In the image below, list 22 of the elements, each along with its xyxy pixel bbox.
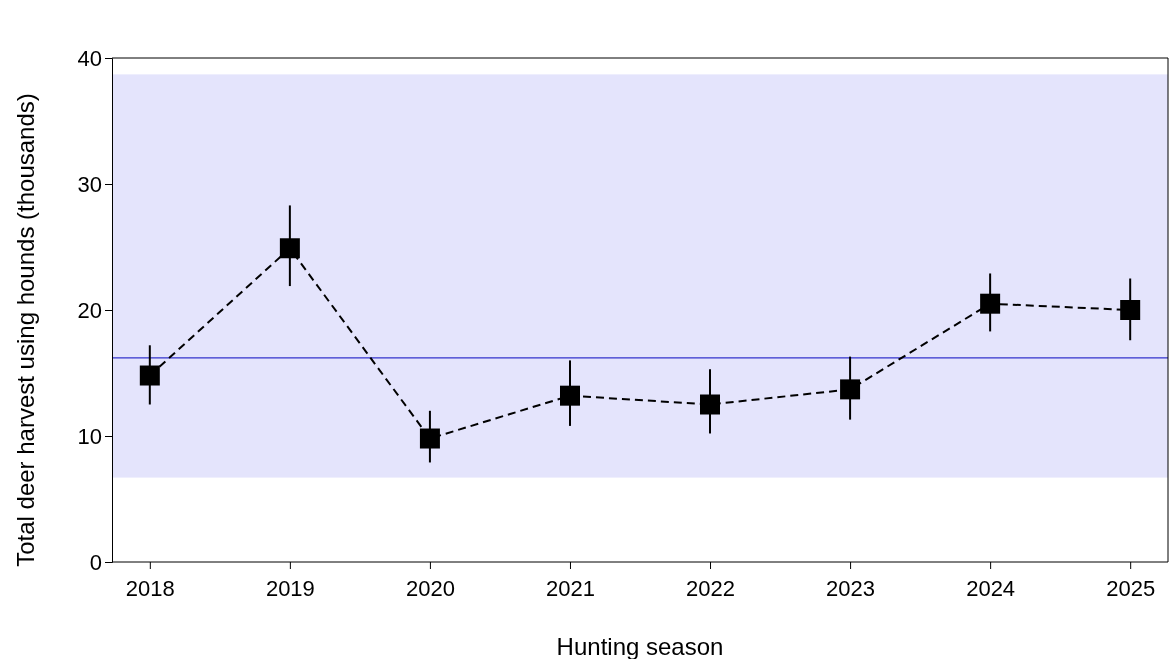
point (419, 428, 440, 449)
x-tick-label: 2024 (966, 576, 1016, 602)
point (700, 394, 721, 415)
point (279, 238, 300, 259)
point (559, 385, 580, 406)
point (980, 293, 1001, 314)
x-tick-label: 2020 (405, 576, 455, 602)
x-tick-label: 2023 (826, 576, 876, 602)
x-tick-label: 2018 (125, 576, 175, 602)
point (139, 365, 160, 386)
y-tick-label: 10 (77, 423, 102, 449)
point (1120, 300, 1141, 320)
y-tick-label: 30 (77, 171, 102, 197)
x-tick-label: 2019 (265, 576, 315, 602)
x-tick-label: 2022 (686, 576, 735, 602)
y-tick-label: 40 (77, 45, 102, 71)
y-tick-label: 0 (89, 549, 102, 575)
y-tick-label: 20 (77, 297, 102, 323)
point (840, 379, 861, 400)
y-axis-title: Total deer harvest using hounds (thousands) (12, 93, 39, 567)
x-tick-label: 2025 (1106, 576, 1156, 602)
x-tick-label: 2021 (546, 576, 595, 602)
